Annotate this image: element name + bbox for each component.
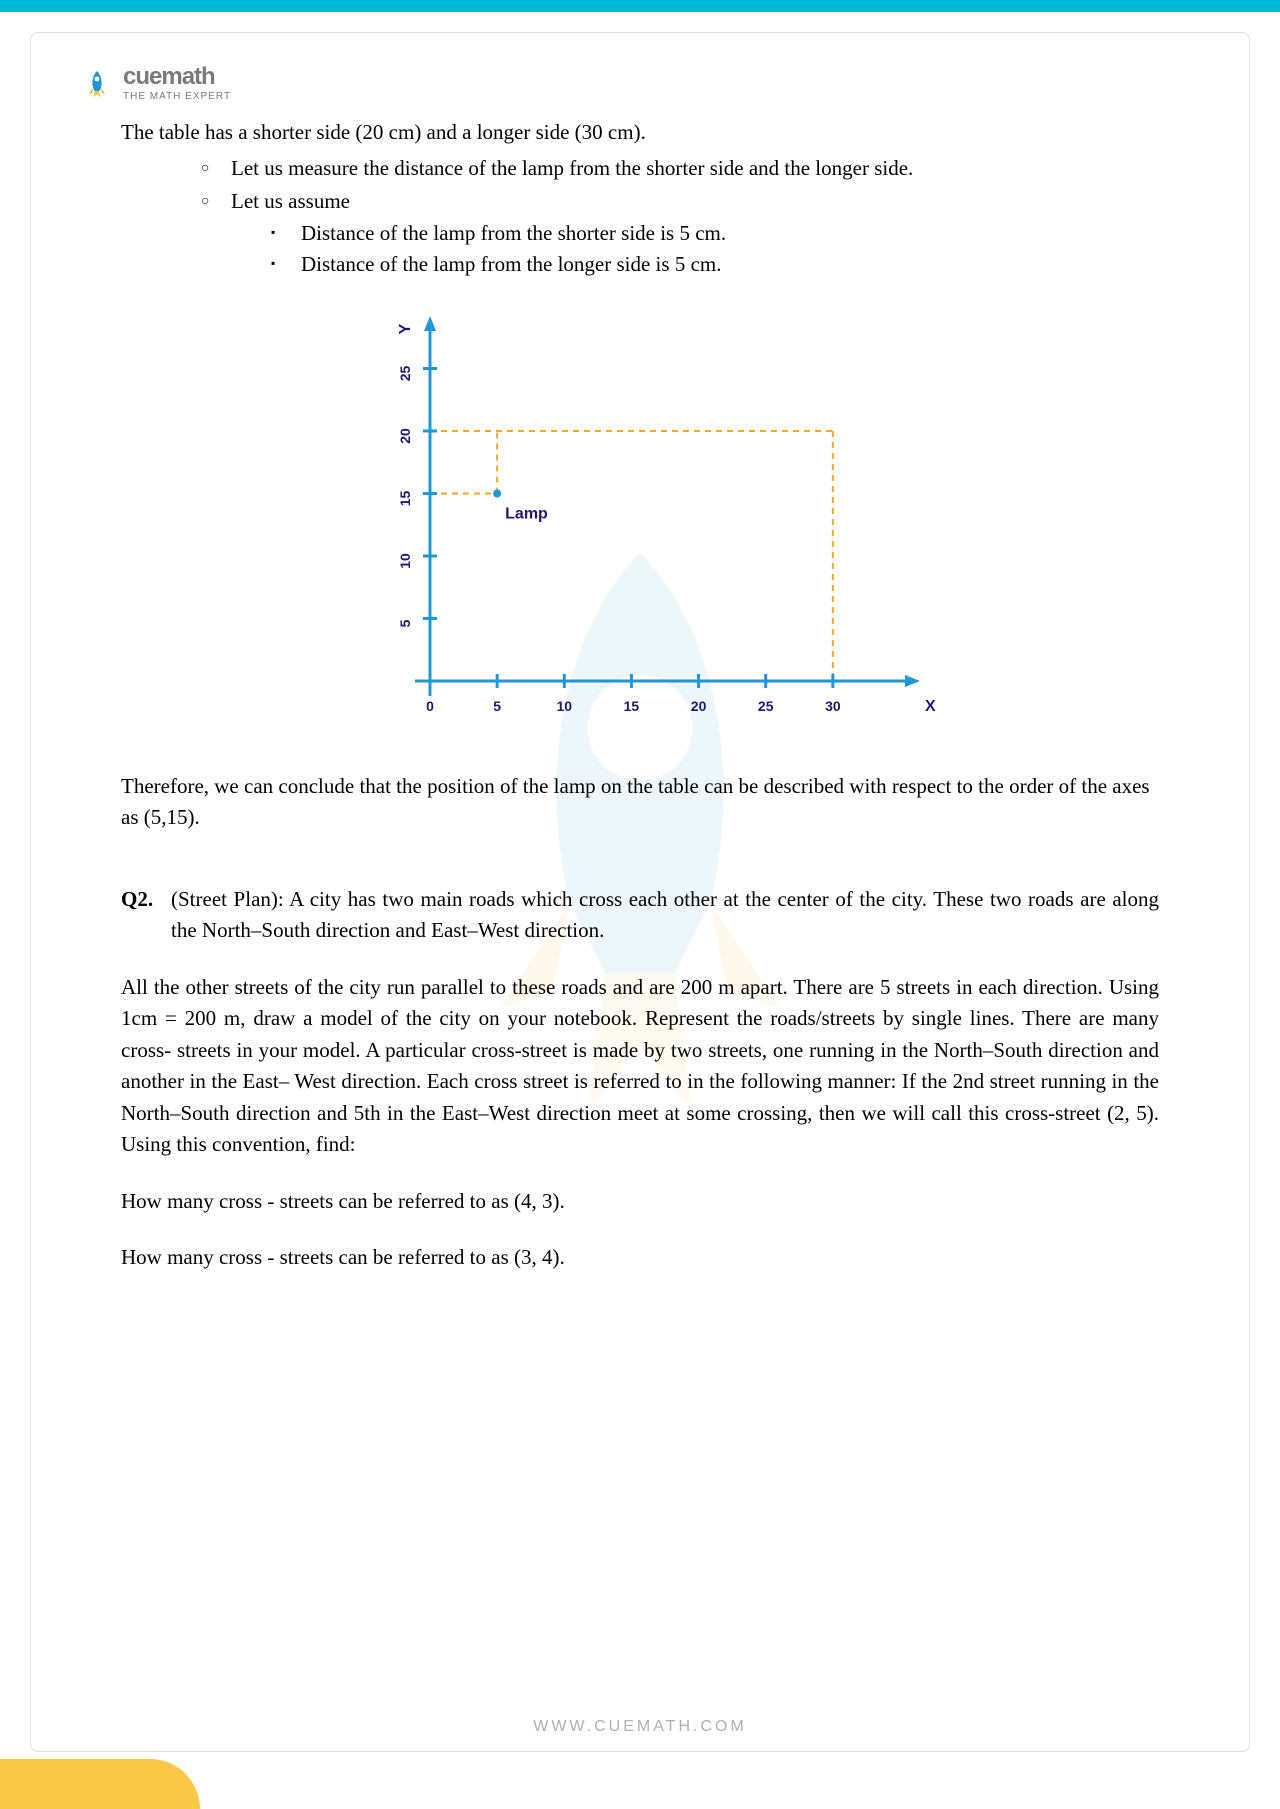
- svg-text:5: 5: [397, 619, 413, 627]
- rocket-icon: [81, 67, 113, 99]
- paragraph-1: All the other streets of the city run pa…: [121, 972, 1159, 1161]
- list-item: Let us assume Distance of the lamp from …: [201, 186, 1159, 281]
- svg-text:X: X: [925, 698, 936, 715]
- svg-text:25: 25: [758, 698, 774, 714]
- top-bar: [0, 0, 1280, 12]
- question-text: (Street Plan): A city has two main roads…: [171, 884, 1159, 947]
- svg-text:30: 30: [825, 698, 841, 714]
- svg-text:20: 20: [397, 428, 413, 444]
- logo: cuemath THE MATH EXPERT: [81, 63, 1199, 102]
- paragraph-3: How many cross - streets can be referred…: [121, 1242, 1159, 1274]
- svg-text:Lamp: Lamp: [505, 505, 548, 522]
- paragraph-2: How many cross - streets can be referred…: [121, 1186, 1159, 1218]
- list-item-text: Let us assume: [231, 189, 350, 213]
- svg-text:15: 15: [397, 490, 413, 506]
- svg-text:5: 5: [493, 698, 501, 714]
- intro-text: The table has a shorter side (20 cm) and…: [121, 117, 1159, 149]
- list-item: Distance of the lamp from the longer sid…: [271, 249, 1159, 281]
- svg-text:20: 20: [691, 698, 707, 714]
- list-item: Let us measure the distance of the lamp …: [201, 153, 1159, 185]
- svg-text:25: 25: [397, 365, 413, 381]
- footer-url: WWW.CUEMATH.COM: [31, 1718, 1249, 1736]
- sub-bullet-list: Distance of the lamp from the shorter si…: [231, 218, 1159, 281]
- question-2: Q2. (Street Plan): A city has two main r…: [121, 884, 1159, 947]
- svg-text:Y: Y: [397, 323, 414, 334]
- content-body: The table has a shorter side (20 cm) and…: [81, 117, 1199, 1274]
- bullet-list: Let us measure the distance of the lamp …: [121, 153, 1159, 281]
- list-item: Distance of the lamp from the shorter si…: [271, 218, 1159, 250]
- conclusion-text: Therefore, we can conclude that the posi…: [121, 771, 1159, 834]
- svg-text:15: 15: [624, 698, 640, 714]
- question-label: Q2.: [121, 884, 171, 947]
- coordinate-chart: 0 5 10 15 20 25 30 5 10 15 20 25 X Y Lamp: [121, 311, 1159, 731]
- logo-tagline: THE MATH EXPERT: [123, 91, 231, 102]
- svg-text:10: 10: [556, 698, 572, 714]
- svg-text:0: 0: [426, 698, 434, 714]
- page-container: cuemath THE MATH EXPERT The table has a …: [30, 32, 1250, 1752]
- bottom-accent: [0, 1759, 200, 1809]
- logo-brand: cuemath: [123, 63, 231, 91]
- svg-text:10: 10: [397, 553, 413, 569]
- chart-svg: 0 5 10 15 20 25 30 5 10 15 20 25 X Y Lamp: [340, 311, 940, 731]
